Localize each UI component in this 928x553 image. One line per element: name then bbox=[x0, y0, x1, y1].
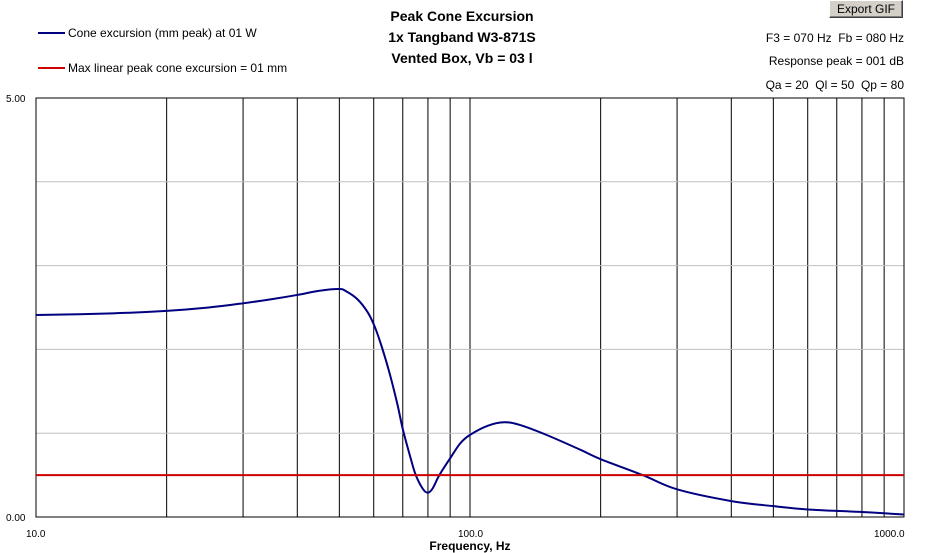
x-axis-label: Frequency, Hz bbox=[429, 539, 510, 553]
y-tick-labels: 5.00 0.00 bbox=[6, 94, 26, 524]
vertical-gridlines bbox=[166, 98, 885, 517]
title-line-3: Vented Box, Vb = 03 l bbox=[391, 50, 532, 66]
y-tick-label-top: 5.00 bbox=[6, 94, 26, 105]
info-f3-fb: F3 = 070 Hz Fb = 080 Hz bbox=[766, 31, 904, 45]
x-tick-label-1000: 1000.0 bbox=[874, 529, 905, 540]
title-line-2: 1x Tangband W3-871S bbox=[388, 29, 536, 45]
legend: Cone excursion (mm peak) at 01 W Max lin… bbox=[38, 26, 287, 75]
legend-label-max-linear: Max linear peak cone excursion = 01 mm bbox=[68, 61, 287, 75]
info-response-peak: Response peak = 001 dB bbox=[769, 54, 904, 68]
x-tick-label-100: 100.0 bbox=[458, 529, 483, 540]
y-tick-label-bottom: 0.00 bbox=[6, 513, 26, 524]
legend-label-cone-excursion: Cone excursion (mm peak) at 01 W bbox=[68, 26, 257, 40]
plot-frame bbox=[35, 97, 905, 518]
chart-title: Peak Cone Excursion 1x Tangband W3-871S … bbox=[388, 8, 536, 66]
series-line-cone-excursion bbox=[35, 288, 905, 516]
info-panel: F3 = 070 Hz Fb = 080 Hz Response peak = … bbox=[766, 31, 905, 92]
title-line-1: Peak Cone Excursion bbox=[390, 8, 533, 24]
info-q-values: Qa = 20 Ql = 50 Qp = 80 bbox=[766, 78, 905, 92]
x-tick-labels: 10.0 100.0 1000.0 bbox=[26, 529, 905, 540]
x-tick-label-10: 10.0 bbox=[26, 529, 46, 540]
export-gif-button[interactable]: Export GIF bbox=[829, 0, 903, 18]
series-layer bbox=[35, 288, 905, 516]
horizontal-gridlines bbox=[36, 181, 904, 434]
